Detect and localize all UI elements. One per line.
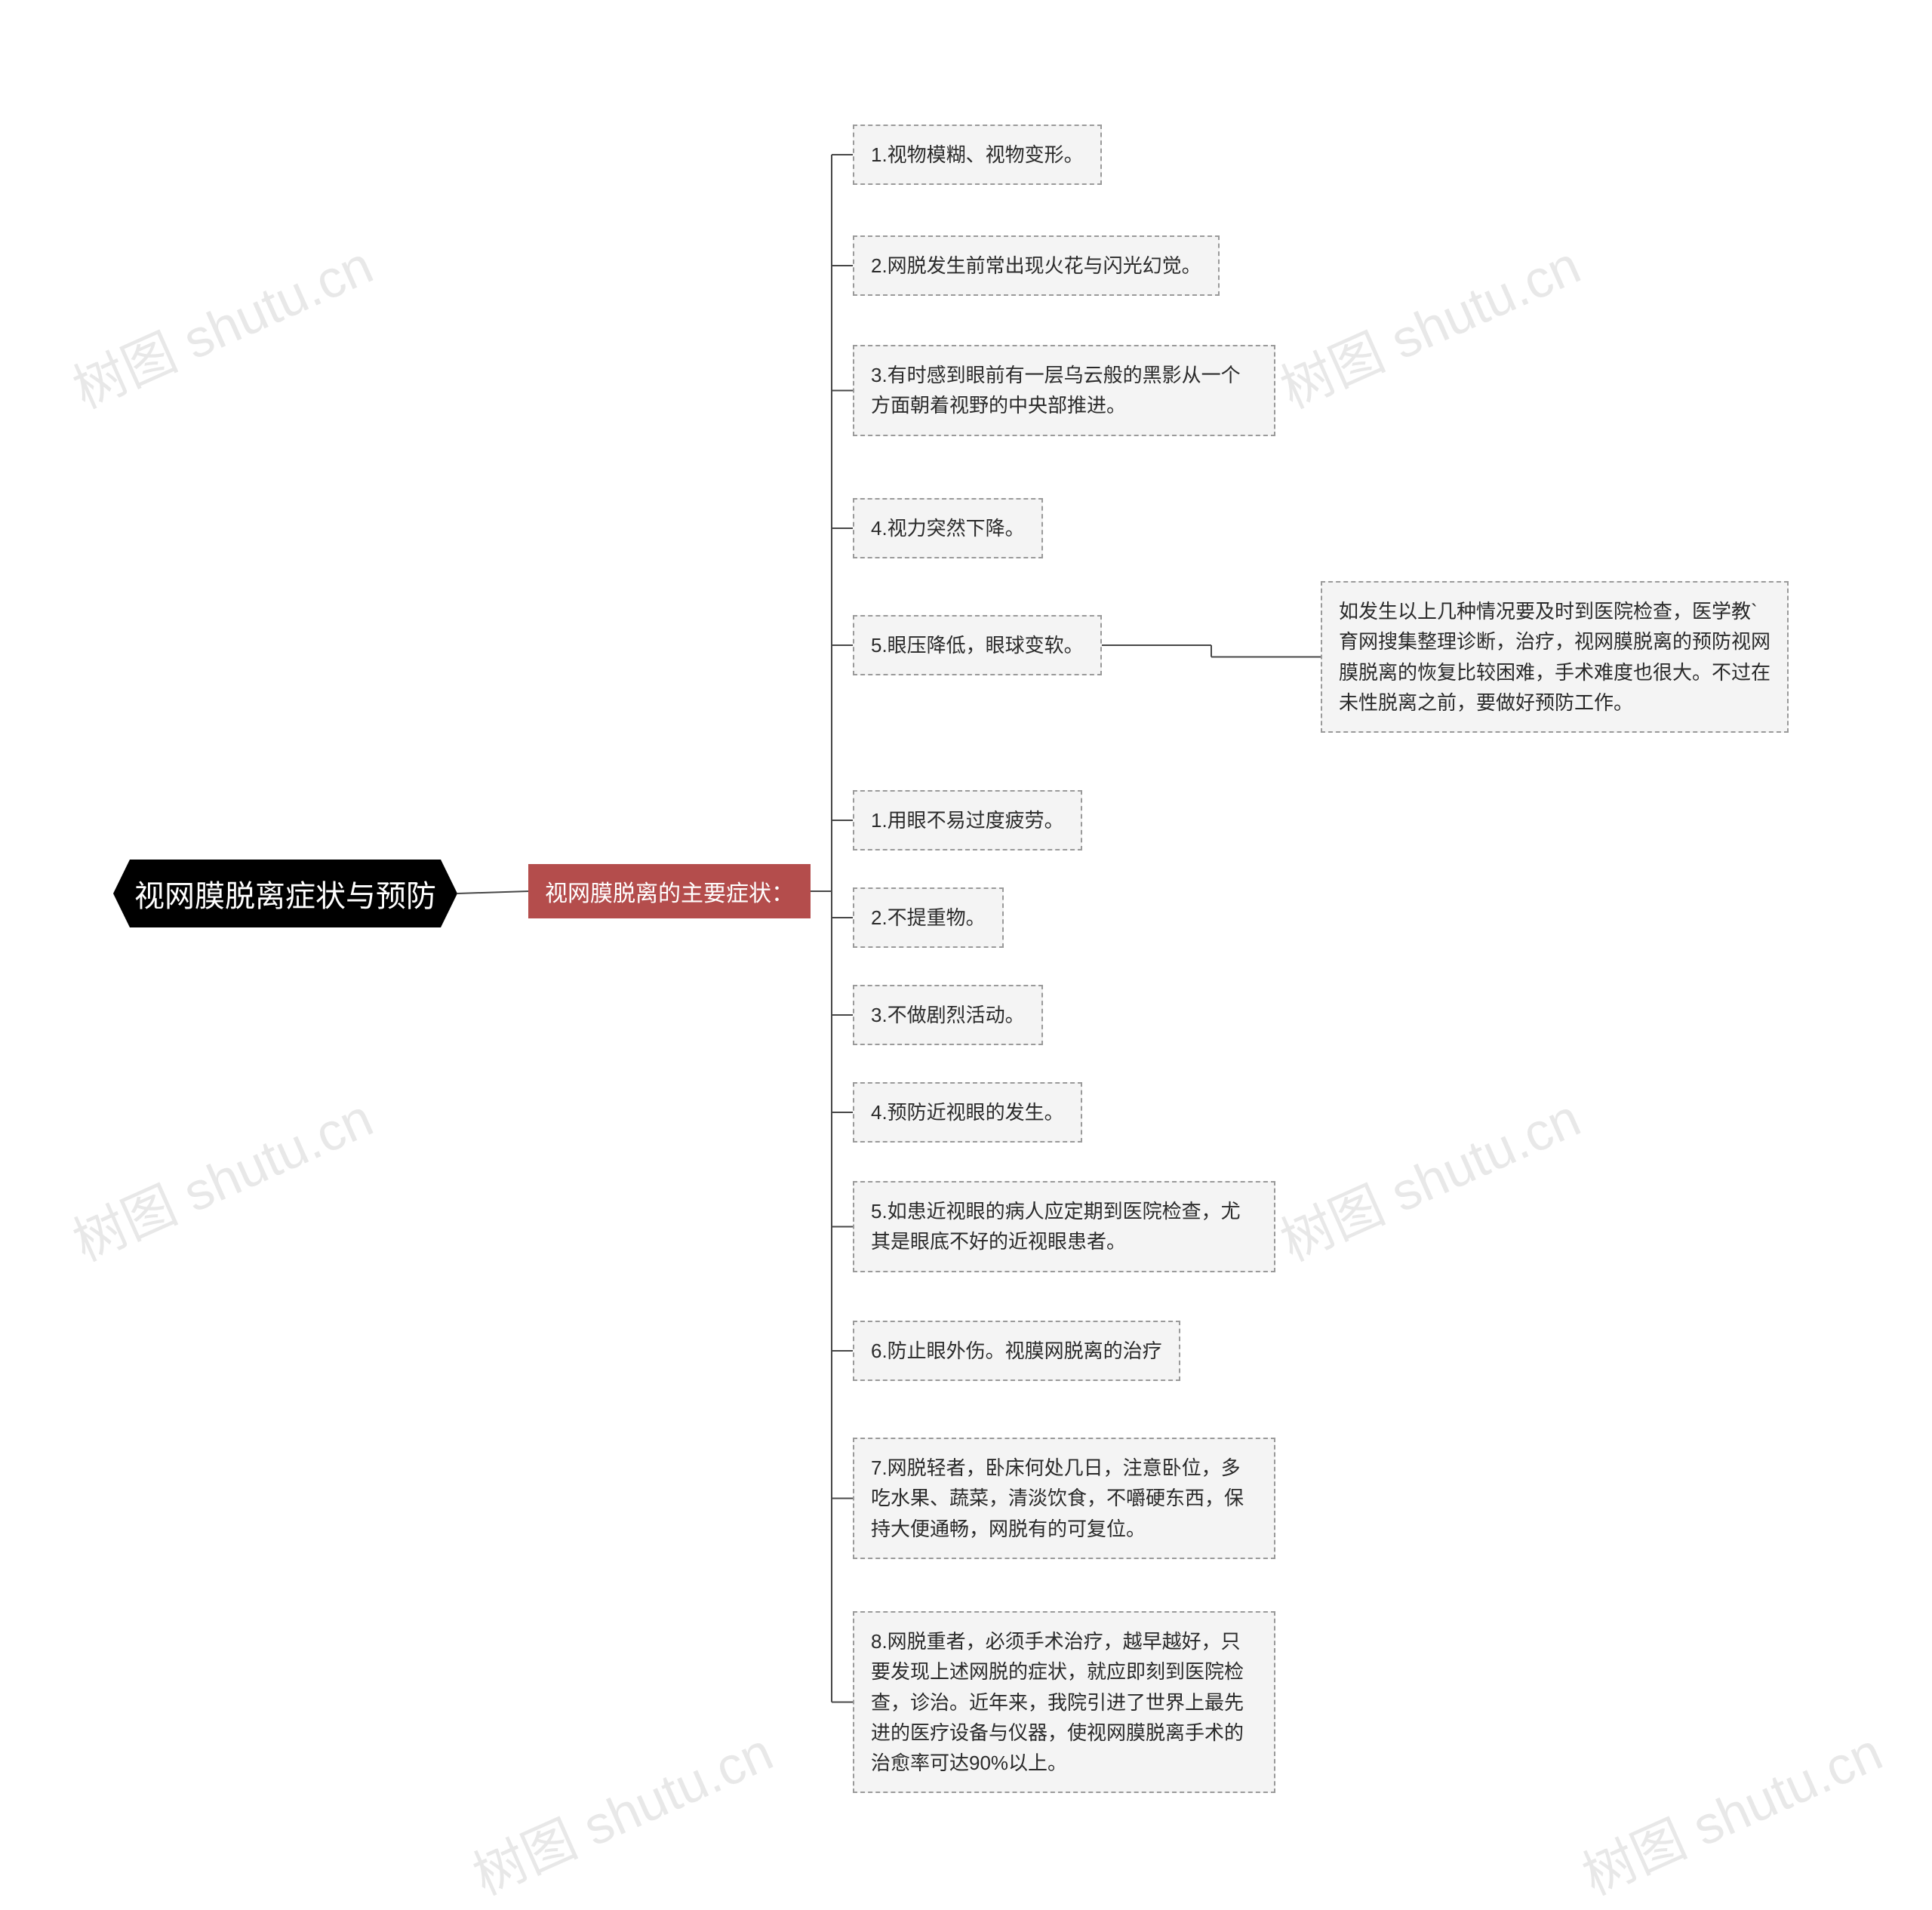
connector-line (457, 891, 528, 893)
leaf-node: 2.网脱发生前常出现火花与闪光幻觉。 (853, 235, 1220, 296)
leaf-node: 8.网脱重者，必须手术治疗，越早越好，只要发现上述网脱的症状，就应即刻到医院检查… (853, 1611, 1275, 1793)
watermark: 树图 shutu.cn (1267, 223, 1590, 423)
mindmap-canvas: 视网膜脱离症状与预防 视网膜脱离的主要症状： 1.视物模糊、视物变形。 2.网脱发生前… (0, 0, 1932, 1889)
leaf-node: 2.不提重物。 (853, 887, 1004, 948)
leaf-node: 3.不做剧烈活动。 (853, 985, 1043, 1045)
detail-node: 如发生以上几种情况要及时到医院检查，医学教`育网搜集整理诊断，治疗，视网膜脱离的… (1321, 581, 1789, 733)
leaf-node: 4.视力突然下降。 (853, 498, 1043, 558)
leaf-node: 1.视物模糊、视物变形。 (853, 125, 1102, 185)
leaf-node: 1.用眼不易过度疲劳。 (853, 790, 1082, 850)
leaf-node: 3.有时感到眼前有一层乌云般的黑影从一个方面朝着视野的中央部推进。 (853, 345, 1275, 436)
leaf-node: 5.眼压降低，眼球变软。 (853, 615, 1102, 675)
watermark: 树图 shutu.cn (1267, 1076, 1590, 1276)
leaf-node: 5.如患近视眼的病人应定期到医院检查，尤其是眼底不好的近视眼患者。 (853, 1181, 1275, 1272)
watermark: 树图 shutu.cn (460, 1710, 783, 1910)
watermark: 树图 shutu.cn (60, 223, 383, 423)
watermark: 树图 shutu.cn (60, 1076, 383, 1276)
root-node: 视网膜脱离症状与预防 (113, 860, 457, 927)
leaf-node: 7.网脱轻者，卧床何处几日，注意卧位，多吃水果、蔬菜，清淡饮食，不嚼硬东西，保持… (853, 1438, 1275, 1559)
watermark: 树图 shutu.cn (1569, 1710, 1892, 1910)
leaf-node: 6.防止眼外伤。视膜网脱离的治疗 (853, 1321, 1180, 1381)
category-node: 视网膜脱离的主要症状： (528, 864, 811, 918)
leaf-node: 4.预防近视眼的发生。 (853, 1082, 1082, 1143)
